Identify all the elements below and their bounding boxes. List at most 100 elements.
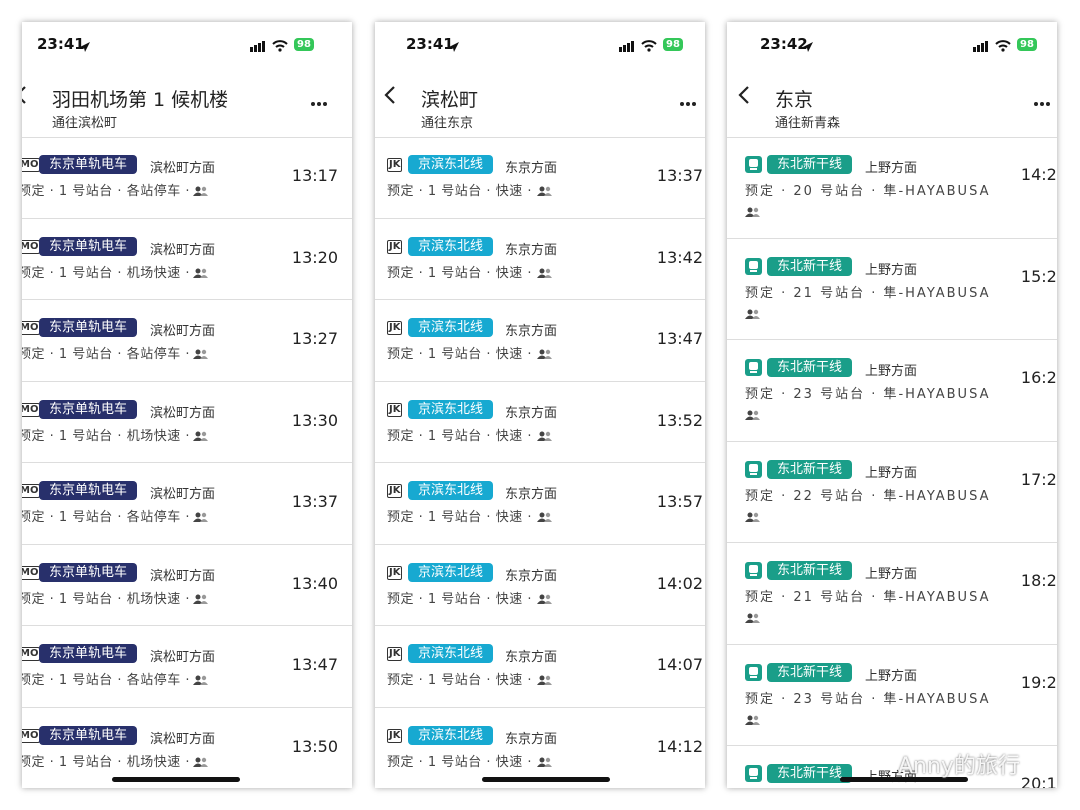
direction: 滨松町方面 bbox=[150, 731, 216, 747]
line-badge: 东北新干线 bbox=[767, 662, 853, 682]
panel-content: 23:41 98 羽田机场第 1 候机楼 通往滨松町 MO 东京单轨电车 滨松町方面 预定 ·… bbox=[22, 22, 352, 789]
back-button[interactable] bbox=[383, 85, 397, 109]
row-separator bbox=[22, 462, 352, 463]
departure-row[interactable]: JK 京滨东北线 东京方面 预定 · 1 号站台 · 快速 · 14:07 bbox=[375, 626, 705, 708]
battery: 98 bbox=[1017, 38, 1037, 51]
departure-row[interactable]: MO 东京单轨电车 滨松町方面 预定 · 1 号站台 · 各站停车 · 13:27 bbox=[22, 300, 352, 382]
departure-row[interactable]: MO 东京单轨电车 滨松町方面 预定 · 1 号站台 · 机场快速 · 13:20 bbox=[22, 219, 352, 300]
more-button-svg bbox=[680, 102, 696, 106]
crowd-icon-svg bbox=[745, 410, 760, 420]
crowd-icon bbox=[745, 406, 761, 425]
crowd-icon-svg bbox=[745, 613, 760, 623]
crowd-icon-svg bbox=[537, 268, 552, 278]
more-button[interactable] bbox=[1034, 92, 1050, 111]
trip-detail: 预定 · 1 号站台 · 快速 · bbox=[387, 754, 532, 770]
signal-icon-svg bbox=[973, 41, 988, 52]
departure-time: 13:37 bbox=[291, 492, 338, 511]
shinkansen-icon bbox=[745, 562, 762, 583]
departure-row[interactable]: JK 京滨东北线 东京方面 预定 · 1 号站台 · 快速 · 13:47 bbox=[375, 300, 705, 382]
signal-icon bbox=[250, 38, 266, 57]
trip-detail: 预定 · 22 号站台 · 隼-HAYABUSA bbox=[745, 488, 991, 504]
crowd-icon bbox=[745, 203, 761, 222]
line-badge: 东京单轨电车 bbox=[39, 236, 138, 256]
departure-row[interactable]: JK 京滨东北线 东京方面 预定 · 1 号站台 · 快速 · 14:02 bbox=[375, 545, 705, 626]
departure-row[interactable]: MO 东京单轨电车 滨松町方面 预定 · 1 号站台 · 机场快速 · 13:40 bbox=[22, 545, 352, 626]
direction: 滨松町方面 bbox=[150, 242, 216, 258]
line-code-badge: MO bbox=[22, 647, 41, 661]
line-badge: 东北新干线 bbox=[767, 358, 853, 377]
station-title: 东京 bbox=[775, 89, 814, 111]
back-button[interactable] bbox=[22, 85, 28, 109]
wifi-icon-svg bbox=[272, 40, 288, 52]
status-time: 23:41 bbox=[406, 35, 454, 53]
departure-time: 13:20 bbox=[291, 247, 338, 267]
line-badge: 京滨东北线 bbox=[408, 155, 494, 174]
departure-row[interactable]: MO 东京单轨电车 滨松町方面 预定 · 1 号站台 · 各站停车 · 13:17 bbox=[22, 137, 352, 219]
line-code-badge: JK bbox=[387, 647, 403, 661]
departure-row[interactable]: JK 京滨东北线 东京方面 预定 · 1 号站台 · 快速 · 13:42 bbox=[375, 219, 705, 300]
direction: 上野方面 bbox=[865, 567, 918, 582]
line-code-badge: JK bbox=[387, 321, 403, 335]
crowd-icon-svg bbox=[193, 512, 208, 522]
shinkansen-icon bbox=[745, 156, 762, 177]
row-separator bbox=[375, 543, 705, 545]
direction: 上野方面 bbox=[865, 161, 918, 176]
departure-time: 15:20 bbox=[1020, 266, 1057, 286]
departure-row[interactable]: JK 京滨东北线 东京方面 预定 · 1 号站台 · 快速 · 14:12 bbox=[375, 708, 705, 789]
shinkansen-icon-svg bbox=[745, 663, 762, 681]
back-button[interactable] bbox=[737, 85, 751, 109]
row-separator bbox=[727, 643, 1057, 645]
line-badge: 京滨东北线 bbox=[408, 481, 494, 500]
trip-detail: 预定 · 21 号站台 · 隼-HAYABUSA bbox=[745, 285, 991, 301]
departure-row[interactable]: JK 京滨东北线 东京方面 预定 · 1 号站台 · 快速 · 13:52 bbox=[375, 382, 705, 463]
shinkansen-icon bbox=[745, 257, 762, 279]
row-separator bbox=[727, 339, 1057, 340]
header-separator bbox=[22, 137, 352, 138]
trip-detail: 预定 · 23 号站台 · 隼-HAYABUSA bbox=[745, 691, 991, 707]
line-code-badge: MO bbox=[22, 728, 41, 743]
back-button-svg bbox=[384, 86, 395, 104]
crowd-icon-svg bbox=[537, 594, 552, 604]
departure-row[interactable]: MO 东京单轨电车 滨松町方面 预定 · 1 号站台 · 机场快速 · 13:50 bbox=[22, 708, 338, 789]
direction: 滨松町方面 bbox=[150, 568, 216, 584]
shinkansen-icon-svg bbox=[745, 359, 762, 376]
crowd-icon-svg bbox=[537, 349, 552, 359]
departure-row[interactable]: MO 东京单轨电车 滨松町方面 预定 · 1 号站台 · 各站停车 · 13:47 bbox=[22, 626, 352, 708]
departure-time: 13:57 bbox=[656, 492, 703, 511]
shinkansen-icon bbox=[745, 663, 762, 685]
row-separator bbox=[727, 542, 1057, 543]
line-badge: 东京单轨电车 bbox=[39, 155, 138, 174]
more-button[interactable] bbox=[680, 92, 696, 111]
status-time: 23:42 bbox=[760, 35, 808, 53]
direction: 东京方面 bbox=[505, 731, 558, 747]
crowd-icon bbox=[745, 508, 761, 527]
shinkansen-icon bbox=[745, 460, 762, 482]
departure-time: 17:20 bbox=[1020, 469, 1057, 489]
line-badge: 东京单轨电车 bbox=[39, 318, 138, 337]
direction-subtitle: 通往东京 bbox=[421, 116, 474, 131]
departure-time: 14:07 bbox=[656, 655, 703, 674]
line-code-badge: JK bbox=[387, 402, 403, 417]
departure-row[interactable]: MO 东京单轨电车 滨松町方面 预定 · 1 号站台 · 机场快速 · 13:30 bbox=[22, 382, 352, 463]
departure-row[interactable]: MO 东京单轨电车 滨松町方面 预定 · 1 号站台 · 各站停车 · 13:37 bbox=[22, 463, 352, 545]
line-badge: 东北新干线 bbox=[767, 561, 853, 580]
line-code-badge: MO bbox=[22, 402, 41, 417]
shinkansen-icon bbox=[745, 765, 762, 786]
line-badge: 京滨东北线 bbox=[408, 399, 494, 419]
departure-time: 13:42 bbox=[656, 247, 703, 267]
departure-row[interactable]: JK 京滨东北线 东京方面 预定 · 1 号站台 · 快速 · 13:37 bbox=[375, 137, 705, 219]
station-title: 滨松町 bbox=[421, 89, 479, 111]
crowd-icon bbox=[193, 590, 209, 609]
row-separator bbox=[375, 299, 705, 300]
more-button[interactable] bbox=[311, 92, 327, 111]
departure-time: 18:20 bbox=[1020, 571, 1057, 590]
departure-row[interactable]: JK 京滨东北线 东京方面 预定 · 1 号站台 · 快速 · 13:57 bbox=[375, 463, 705, 545]
phone-panel: 23:41 98 羽田机场第 1 候机楼 通往滨松町 MO 东京单轨电车 滨松町方面 预定 ·… bbox=[22, 22, 352, 788]
